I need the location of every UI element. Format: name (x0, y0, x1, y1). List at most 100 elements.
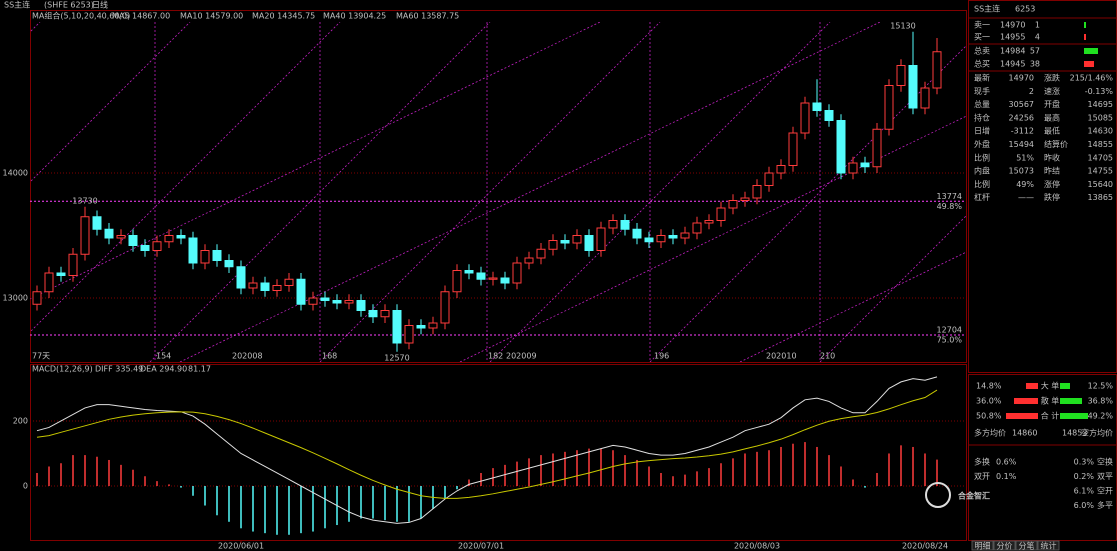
tab[interactable] (1015, 540, 1038, 551)
macd-frame (30, 364, 967, 541)
ma-legend: MA组合(5,10,20,40,60,0) (32, 11, 130, 21)
flow-bar (1026, 383, 1038, 389)
gann-line (489, 22, 831, 362)
macd-bar (444, 486, 446, 500)
candle-body (680, 232, 690, 239)
candle-body (164, 235, 174, 243)
macd-bar (636, 459, 638, 486)
macd-bar (684, 474, 686, 486)
low-label: 12570 (384, 353, 409, 362)
macd-bar (228, 486, 230, 522)
stat-label: 昨收 (1044, 152, 1060, 162)
macd-bar (96, 456, 98, 486)
stat-value: 13865 (1088, 193, 1113, 202)
candle-body (668, 235, 678, 239)
x-tick-label: 2020/08/24 (902, 542, 948, 551)
tab-label[interactable]: 分笔 (1019, 541, 1035, 551)
flow-pct: 0.1% (996, 472, 1017, 481)
cycle-label: 182 (488, 352, 503, 361)
stat-value: 14695 (1088, 100, 1113, 109)
candle-body (368, 310, 378, 318)
stat-label: 总量 (974, 99, 990, 109)
book-bar (1084, 48, 1098, 54)
macd-bar (384, 486, 386, 521)
book-label: 买一 (974, 33, 990, 42)
macd-bar (912, 446, 914, 486)
candle-body (440, 291, 450, 324)
flow-label: 散 单 (1041, 396, 1060, 406)
macd-bar (552, 453, 554, 486)
macd-bar (396, 486, 398, 522)
candle-body (320, 297, 330, 301)
macd-bar (420, 486, 422, 519)
stat-label: 涨跌 (1044, 73, 1060, 83)
cycle-label: 196 (654, 352, 669, 361)
high-label: 13730 (72, 196, 97, 205)
candle-body (428, 322, 438, 329)
gann-line (739, 251, 966, 362)
macd-bar (588, 448, 590, 486)
stat-value: 14705 (1088, 153, 1113, 162)
candle-body (140, 245, 150, 251)
tab[interactable] (1037, 540, 1060, 551)
ma-legend: MA20 14345.75 (252, 12, 315, 21)
candle-body (872, 128, 882, 168)
macd-bar (60, 463, 62, 486)
candle-body (560, 240, 570, 244)
stat-label: 开盘 (1044, 99, 1060, 109)
macd-bar (792, 443, 794, 486)
candle-body (188, 237, 198, 264)
candle-body (536, 248, 546, 259)
level-ratio: 49.8% (937, 202, 963, 211)
flow-pct: 36.8% (1088, 397, 1114, 406)
stat-value: 15073 (1009, 167, 1034, 176)
macd-bar (756, 451, 758, 486)
cycle-label: 202010 (766, 352, 797, 361)
candle-body (308, 297, 318, 305)
tab-label[interactable]: 明细 (975, 541, 991, 551)
candle-body (68, 253, 78, 276)
avg-label: 空方均价 (1081, 428, 1113, 438)
stat-value: —— (1018, 193, 1034, 202)
flow-pct: 6.1% (1074, 487, 1095, 496)
candle-body (848, 162, 858, 174)
tab[interactable] (993, 540, 1016, 551)
candle-body (812, 102, 822, 111)
candle-body (212, 250, 222, 261)
flow-label: 双平 (1097, 472, 1113, 481)
ma-legend: MA40 13904.25 (323, 12, 386, 21)
gann-line (30, 22, 601, 300)
macd-bar (168, 484, 170, 486)
book-label: 总买 (974, 59, 990, 69)
tab-label[interactable]: 分价 (997, 542, 1013, 551)
macd-bar (672, 476, 674, 486)
candle-body (332, 300, 342, 304)
macd-bar (540, 455, 542, 486)
stat-value: 2 (1029, 87, 1034, 96)
flow-pct: 49.2% (1088, 412, 1114, 421)
exchange: (SHFE 6253) (44, 1, 94, 10)
candle-body (116, 235, 126, 239)
stat-value: 15085 (1088, 113, 1113, 122)
flow-pct: 0.6% (996, 458, 1017, 467)
candle-body (776, 165, 786, 174)
quote-title: SS主连 (974, 4, 1000, 14)
macd-bar (696, 471, 698, 486)
period: 日线 (92, 0, 108, 10)
tab[interactable] (971, 540, 994, 551)
y-tick-label: 14000 (3, 169, 28, 178)
stat-value: 14630 (1088, 127, 1113, 136)
x-tick-label: 2020/06/01 (218, 542, 264, 551)
tab-label[interactable]: 统计 (1041, 541, 1057, 551)
macd-bar (516, 461, 518, 486)
watermark: 合金智汇 (957, 491, 990, 501)
book-bar (1084, 22, 1086, 28)
candle-body (908, 65, 918, 109)
book-price: 14970 (1000, 21, 1025, 30)
candle-body (488, 277, 498, 280)
book-price: 14945 (1000, 60, 1025, 69)
level-label: 12704 (937, 326, 962, 335)
macd-bar (156, 481, 158, 486)
macd-bar (492, 468, 494, 486)
stat-value: 14755 (1088, 167, 1113, 176)
